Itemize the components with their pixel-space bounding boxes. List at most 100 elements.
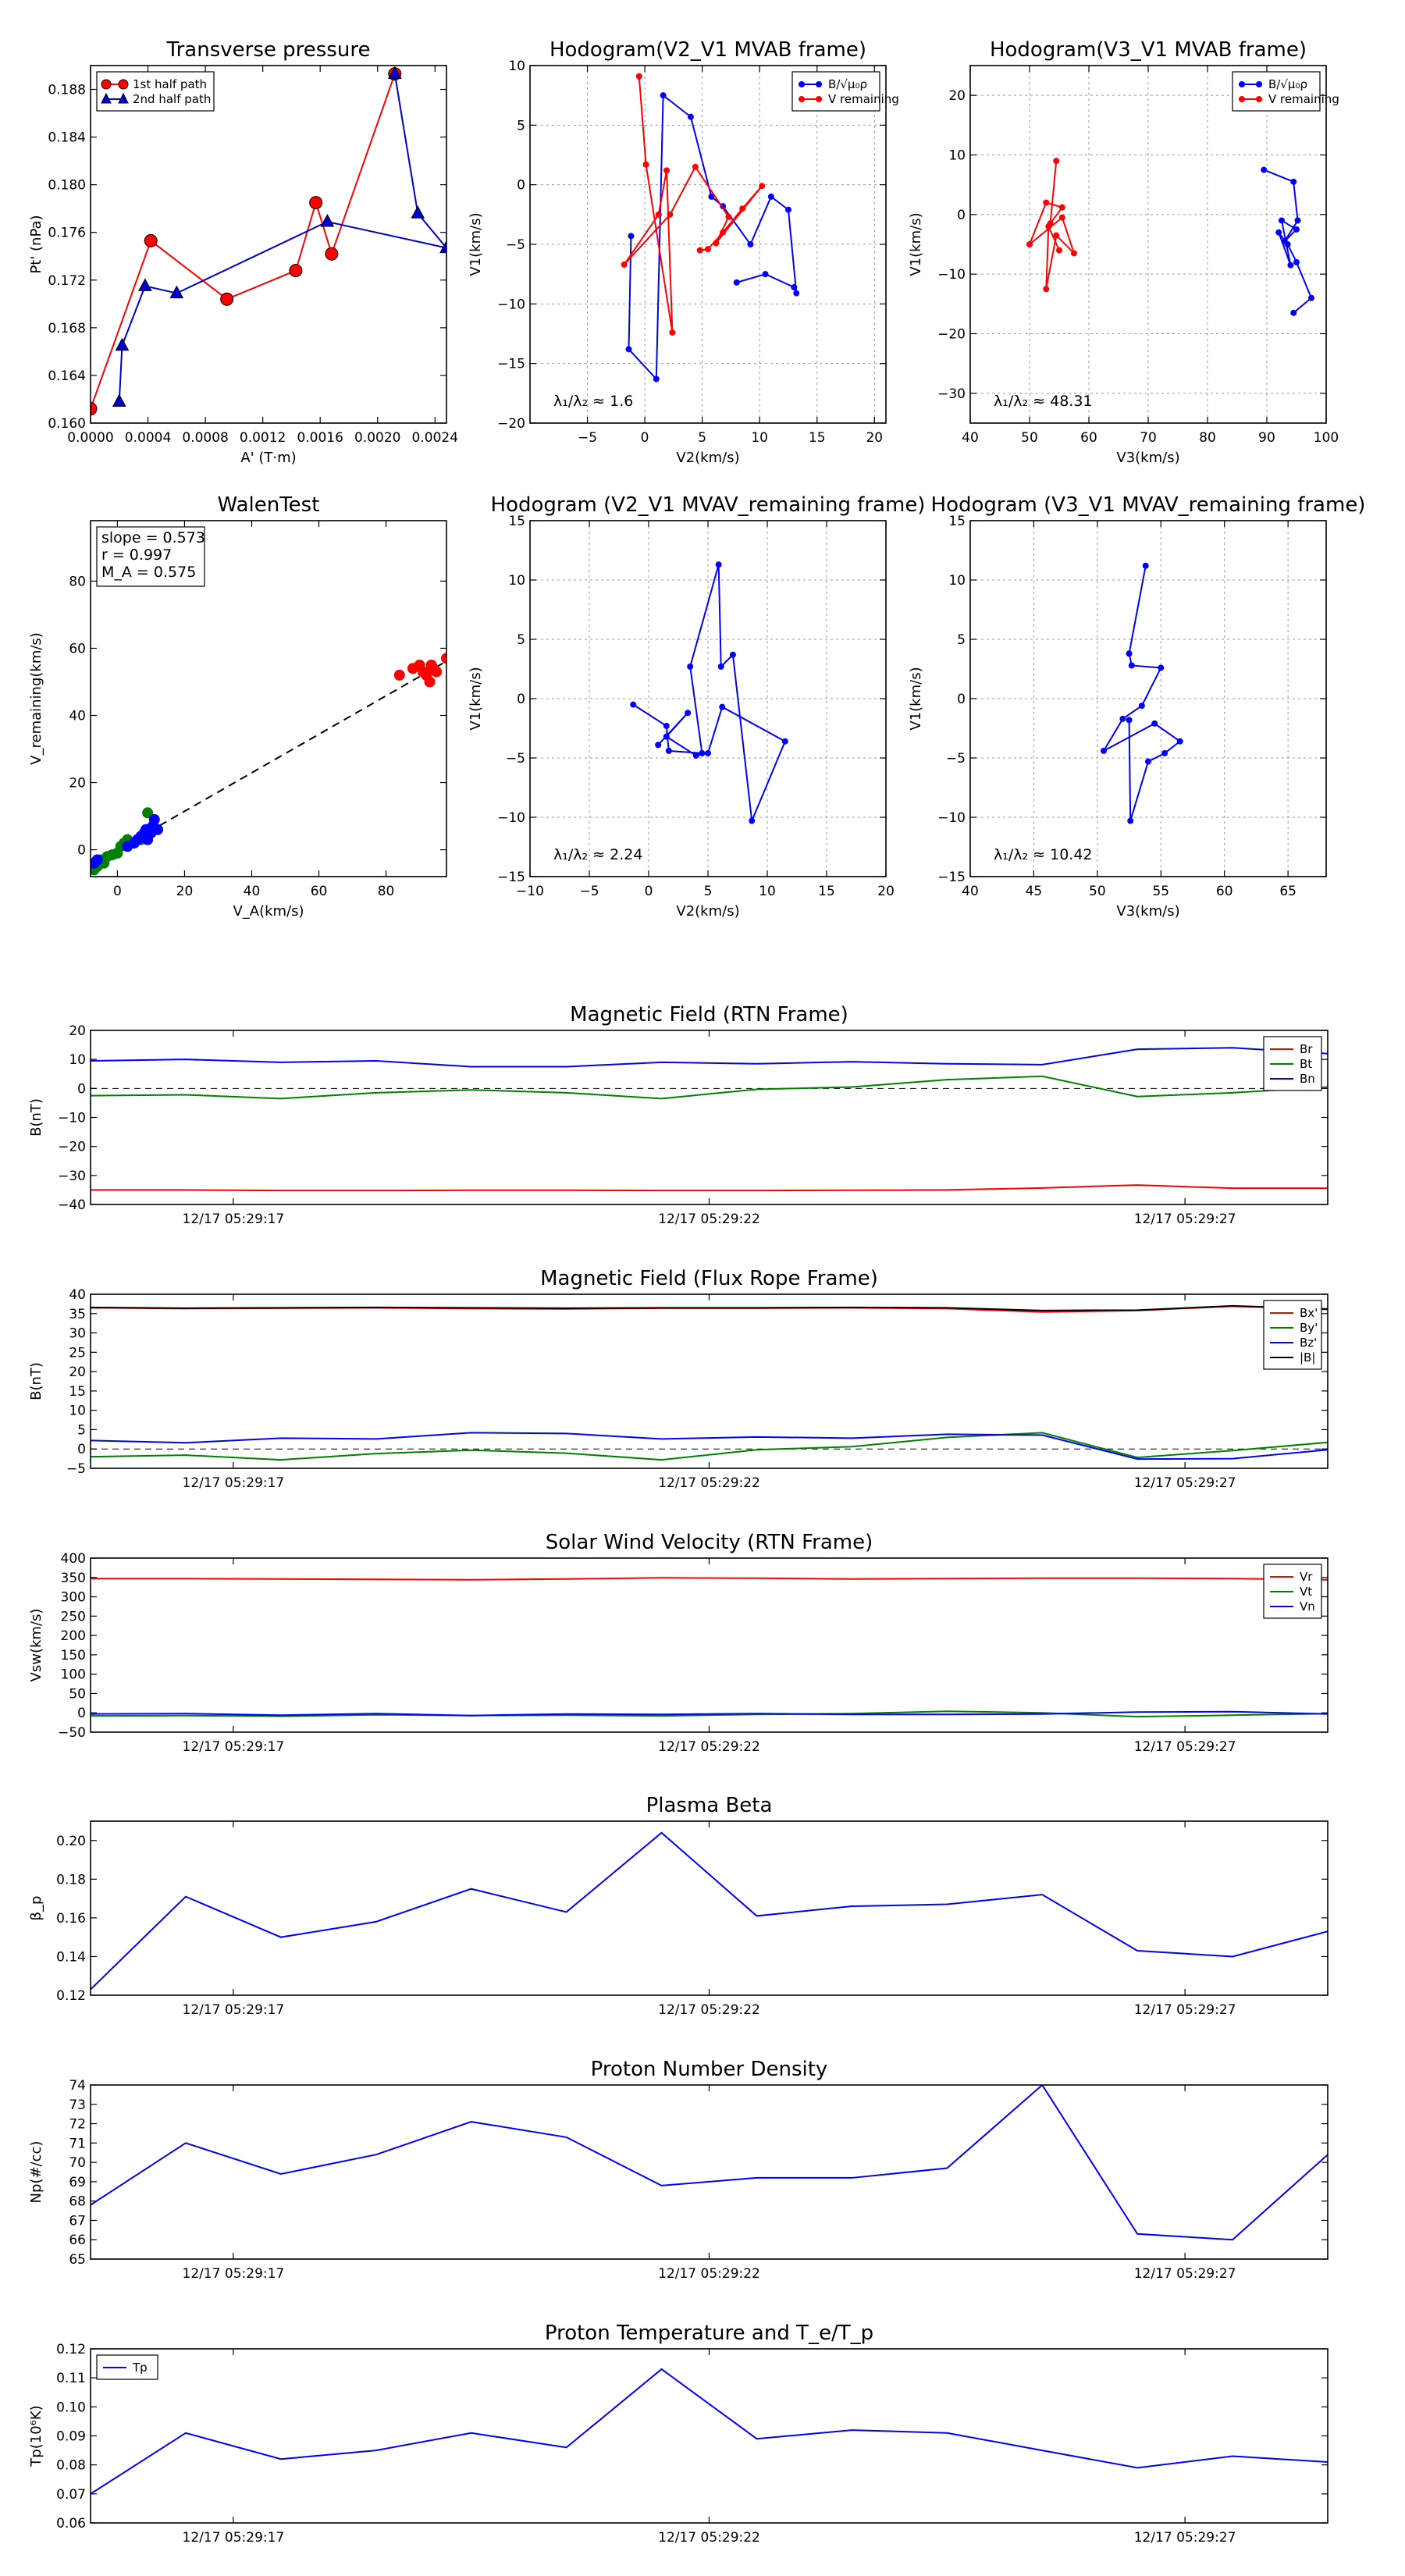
series-b (91, 1304, 1328, 1311)
data-point (642, 161, 649, 168)
y-tick-label: 250 (61, 1609, 86, 1624)
data-point (708, 193, 715, 200)
series-np (91, 2085, 1328, 2241)
x-tick-label: 12/17 05:29:17 (183, 2002, 285, 2018)
data-point (762, 271, 769, 278)
x-tick-label: 0.0020 (354, 430, 400, 446)
chart-10-plasma-beta: Plasma Beta 12/17 05:29:17 12/17 05:29:22 1… (28, 1794, 1329, 2018)
y-tick-label: 200 (61, 1628, 86, 1644)
plot-area (91, 2368, 1328, 2495)
y-tick-label: 0.11 (56, 2371, 86, 2386)
y-tick-label: −10 (937, 267, 966, 283)
axes-frame (90, 1030, 1329, 1205)
series-bt (91, 1075, 1328, 1100)
data-point (719, 703, 726, 710)
data-point (699, 749, 706, 756)
data-point (387, 66, 402, 80)
legend-label: Bt (1300, 1057, 1312, 1071)
data-point (1043, 199, 1050, 206)
data-point (733, 279, 740, 286)
chart-title: Hodogram(V3_V1 MVAB frame) (990, 38, 1307, 62)
x-tick-label: 12/17 05:29:27 (1134, 2266, 1236, 2282)
x-tick-label: 20 (176, 884, 194, 899)
axes-frame (90, 1820, 1329, 1996)
x-tick-label: 12/17 05:29:27 (1134, 1475, 1236, 1491)
y-tick-label: −20 (497, 416, 525, 432)
y-tick-label: 0 (77, 1081, 86, 1097)
plot-area (621, 73, 800, 382)
legend-box (791, 71, 880, 112)
y-tick-label: 35 (69, 1307, 86, 1322)
y-tick-label: 73 (69, 2097, 86, 2113)
y-axis-label: V1(km/s) (908, 667, 924, 730)
data-point (687, 113, 694, 120)
y-tick-label: 5 (957, 632, 966, 648)
data-point (289, 264, 303, 278)
y-tick-label: 68 (69, 2194, 86, 2210)
x-tick-label: 15 (818, 884, 835, 899)
legend-label: Bn (1300, 1072, 1315, 1086)
data-point (696, 247, 703, 254)
data-point (1158, 664, 1165, 671)
x-tick-label: 55 (1152, 884, 1169, 899)
ratio-annotation: λ₁/λ₂ ≈ 2.24 (553, 846, 642, 863)
y-tick-label: 10 (948, 573, 966, 589)
data-point (1294, 217, 1301, 224)
plot-area (1101, 562, 1183, 824)
series-line-bz (91, 1432, 1328, 1461)
y-tick-label: 0.20 (56, 1834, 86, 1849)
chart-title: Solar Wind Velocity (RTN Frame) (546, 1531, 873, 1554)
legend-marker (1239, 96, 1245, 102)
data-point (1142, 562, 1149, 569)
y-tick-label: 150 (61, 1648, 86, 1663)
x-tick-label: 12/17 05:29:27 (1134, 1739, 1236, 1755)
y-tick-label: 0.176 (48, 226, 86, 241)
x-axis-label: V3(km/s) (1116, 903, 1179, 920)
y-tick-label: 0.188 (48, 83, 86, 98)
x-tick-label: 12/17 05:29:22 (658, 1475, 760, 1491)
y-tick-label: 0 (517, 692, 525, 707)
axes-frame (969, 520, 1327, 877)
data-point (1290, 309, 1297, 316)
legend-label: Vr (1300, 1570, 1313, 1584)
y-tick-label: −10 (937, 810, 966, 826)
y-tick-label: 67 (69, 2213, 86, 2229)
stats-text: r = 0.997 (101, 546, 172, 564)
data-point (660, 92, 667, 99)
chart-4-walentest: WalenTest 0 20 40 60 80 0 20 40 60 80 V_A(km/s) V_re… (28, 493, 447, 920)
series-line-vn (91, 1710, 1328, 1717)
series-line-v (1101, 565, 1182, 821)
plot-area (91, 2085, 1328, 2241)
data-point (144, 233, 158, 247)
chart-1-transverse-pressure: Transverse pressure 0.0000 0.0004 0.0008 0.0… (28, 38, 458, 466)
x-tick-label: 50 (1089, 884, 1106, 899)
x-tick-label: 0 (641, 430, 649, 446)
data-point (705, 246, 711, 253)
data-point (630, 701, 637, 708)
data-point (1026, 241, 1033, 247)
data-point (739, 205, 746, 212)
legend-box (1232, 71, 1321, 112)
x-tick-label: −10 (516, 884, 544, 899)
series-line-br (91, 1184, 1328, 1192)
x-tick-label: 80 (1199, 430, 1216, 446)
y-tick-label: −40 (58, 1197, 86, 1213)
data-point (747, 241, 754, 247)
y-tick-label: −10 (497, 297, 525, 312)
y-tick-label: −30 (58, 1169, 86, 1184)
y-tick-label: 0 (517, 178, 525, 194)
data-point (441, 653, 446, 664)
y-axis-label: V_remaining(km/s) (28, 632, 44, 765)
y-tick-label: −15 (937, 870, 966, 885)
data-point (705, 749, 711, 756)
y-tick-label: 0.180 (48, 178, 86, 194)
y-tick-label: 0 (77, 843, 86, 859)
chart-title: Hodogram(V2_V1 MVAB frame) (550, 38, 866, 62)
y-tick-label: 0.160 (48, 416, 86, 432)
y-tick-label: 10 (508, 59, 525, 74)
data-point (1279, 217, 1285, 224)
y-tick-label: 40 (69, 1287, 86, 1303)
data-point (309, 196, 323, 210)
